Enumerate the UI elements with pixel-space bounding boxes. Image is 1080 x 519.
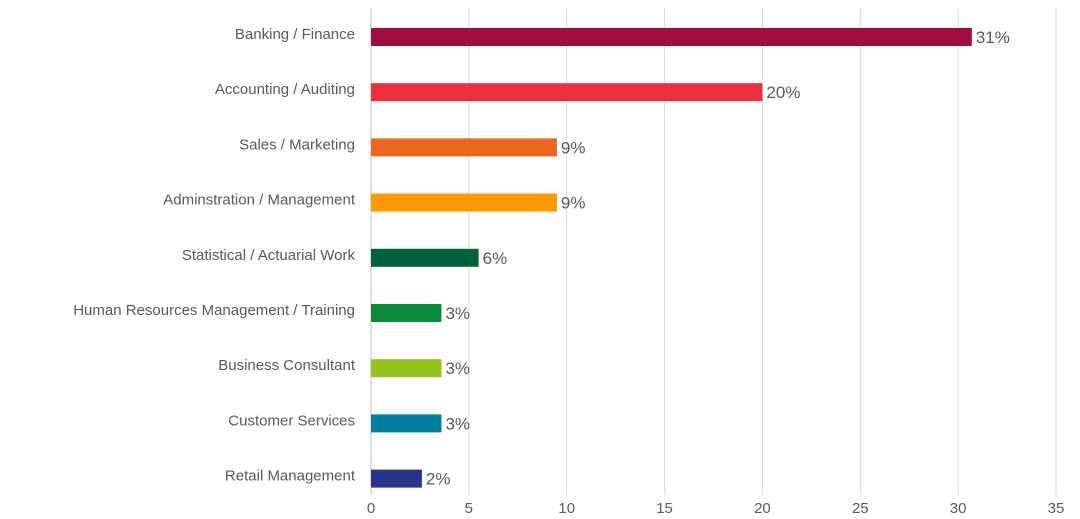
x-tick-label-5: 5 <box>465 500 473 517</box>
bar-6 <box>371 359 442 378</box>
x-tick-label-15: 15 <box>656 500 673 517</box>
category-label-7: Customer Services <box>228 412 355 429</box>
data-label-0: 31% <box>976 28 1010 47</box>
x-tick-label-10: 10 <box>558 500 575 517</box>
category-label-8: Retail Management <box>225 468 356 485</box>
category-label-0: Banking / Finance <box>235 26 355 43</box>
data-label-4: 6% <box>483 249 508 268</box>
bar-7 <box>371 414 442 433</box>
bar-4 <box>371 248 479 267</box>
data-label-6: 3% <box>445 359 470 378</box>
x-tick-label-30: 30 <box>950 500 967 517</box>
bar-5 <box>371 304 442 322</box>
x-tick-label-0: 0 <box>367 500 375 517</box>
category-label-6: Business Consultant <box>218 357 356 374</box>
x-tick-label-20: 20 <box>754 500 771 517</box>
data-label-7: 3% <box>445 414 470 433</box>
category-label-2: Sales / Marketing <box>239 136 355 153</box>
category-label-5: Human Resources Management / Training <box>73 302 355 319</box>
data-label-2: 9% <box>561 138 586 157</box>
bar-0 <box>371 28 972 46</box>
data-label-5: 3% <box>445 304 470 323</box>
category-label-1: Accounting / Auditing <box>215 81 355 98</box>
x-tick-label-35: 35 <box>1048 500 1065 517</box>
data-label-8: 2% <box>426 470 451 489</box>
x-tick-label-25: 25 <box>852 500 869 517</box>
category-label-3: Adminstration / Management <box>163 192 356 209</box>
data-label-3: 9% <box>561 194 586 213</box>
data-label-1: 20% <box>766 83 800 102</box>
bar-8 <box>371 469 422 488</box>
bar-3 <box>371 193 557 212</box>
bar-2 <box>371 138 557 157</box>
bar-1 <box>371 83 763 102</box>
category-label-4: Statistical / Actuarial Work <box>182 247 356 264</box>
